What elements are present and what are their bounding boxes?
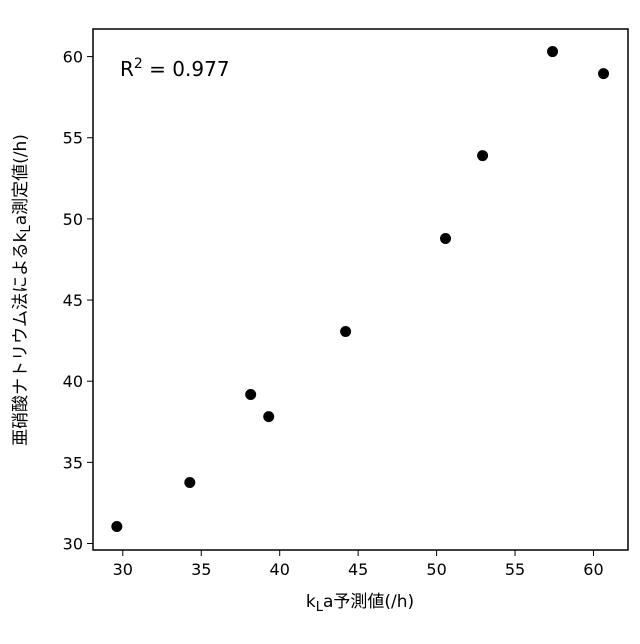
- y-tick-label: 50: [63, 210, 83, 229]
- y-label-pre: 亜硝酸ナトリウム法によるk: [11, 232, 31, 445]
- y-tick-label: 40: [63, 372, 83, 391]
- y-tick-label: 60: [63, 48, 83, 67]
- annotation-rest: = 0.977: [143, 57, 230, 81]
- x-tick-label: 55: [505, 560, 525, 579]
- x-tick-label: 30: [113, 560, 133, 579]
- y-tick-label: 55: [63, 129, 83, 148]
- x-tick-label: 45: [348, 560, 368, 579]
- annotation: R2 = 0.977: [120, 56, 230, 81]
- point: [477, 150, 488, 161]
- y-label-post: a測定値(/h): [11, 134, 31, 225]
- annotation-sup: 2: [134, 56, 143, 72]
- chart: R2 = 0.977 kLa予測値(/h) 亜硝酸ナトリウム法によるkLa測定値…: [0, 0, 640, 640]
- point: [598, 68, 609, 79]
- point: [184, 477, 195, 488]
- x-tick-label: 50: [426, 560, 446, 579]
- point: [440, 233, 451, 244]
- plot-frame: [93, 29, 628, 550]
- x-axis-label: kLa予測値(/h): [306, 592, 414, 615]
- page: {"chart_data": { "type": "scatter", "ann…: [0, 0, 640, 640]
- y-tick-label: 30: [63, 535, 83, 554]
- x-tick-label: 35: [191, 560, 211, 579]
- x-label-post: a予測値(/h): [323, 592, 414, 612]
- point: [263, 411, 274, 422]
- point: [547, 46, 558, 57]
- point: [111, 521, 122, 532]
- point: [340, 326, 351, 337]
- point: [245, 389, 256, 400]
- y-tick-label: 45: [63, 291, 83, 310]
- x-label-pre: k: [306, 592, 316, 612]
- x-tick-label: 60: [583, 560, 603, 579]
- y-tick-label: 35: [63, 453, 83, 472]
- x-tick-label: 40: [270, 560, 290, 579]
- y-axis-label: 亜硝酸ナトリウム法によるkLa測定値(/h): [11, 134, 34, 446]
- annotation-base: R: [120, 57, 134, 81]
